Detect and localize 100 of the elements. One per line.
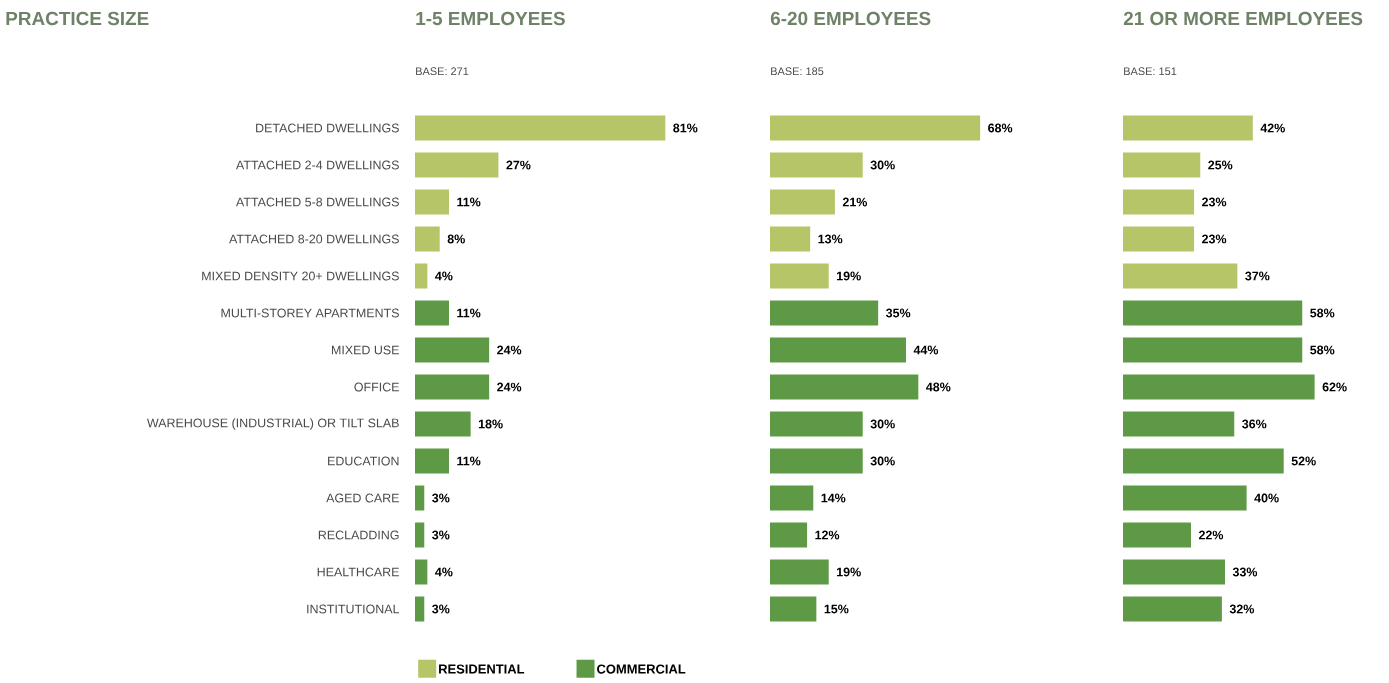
data-label: 33% — [1232, 567, 1258, 577]
data-label: 30% — [870, 419, 895, 429]
data-label: 24% — [497, 345, 522, 355]
bar — [770, 411, 863, 437]
bar — [415, 485, 425, 511]
y-tick-label: ATTACHED 2-4 DWELLINGS — [235, 160, 399, 170]
data-label: 30% — [870, 160, 895, 170]
y-tick-label: MULTI-STOREY APARTMENTS — [221, 308, 399, 318]
data-label: 21% — [842, 197, 868, 207]
bar — [1123, 411, 1235, 437]
data-label: 23% — [1202, 197, 1227, 207]
data-label: 23% — [1202, 234, 1227, 244]
chart-title: 6-20 EMPLOYEES — [770, 11, 931, 26]
y-tick-label: OFFICE — [354, 382, 399, 392]
data-label: 4% — [435, 567, 453, 577]
data-label: 18% — [478, 419, 503, 429]
data-label: 3% — [432, 493, 450, 503]
data-label: 30% — [870, 456, 895, 466]
chart-subtitle: BASE: 185 — [771, 67, 824, 76]
data-label: 11% — [457, 308, 481, 318]
bar — [415, 448, 449, 474]
bar — [770, 374, 919, 400]
bar — [415, 263, 428, 289]
bar — [1123, 522, 1191, 548]
data-label: 22% — [1198, 530, 1224, 540]
bar — [415, 226, 440, 252]
chart-title: 1-5 EMPLOYEES — [416, 11, 565, 26]
data-label: 8% — [447, 234, 465, 244]
bar — [1123, 189, 1195, 215]
data-label: 13% — [818, 234, 843, 244]
data-label: 35% — [885, 308, 911, 318]
text: PRACTICE SIZE — [6, 11, 149, 26]
data-label: 19% — [837, 271, 861, 281]
bar — [770, 189, 835, 215]
bar — [1123, 300, 1303, 326]
data-label: 44% — [913, 345, 939, 355]
y-tick-label: MIXED USE — [331, 345, 399, 355]
bar — [415, 411, 471, 437]
data-label: 24% — [497, 382, 522, 392]
bar — [415, 374, 490, 400]
bar — [415, 337, 490, 363]
bar — [415, 115, 666, 141]
data-label: 4% — [435, 271, 453, 281]
data-label: 25% — [1208, 160, 1233, 170]
bar — [770, 300, 879, 326]
bar — [770, 596, 817, 622]
y-tick-label: HEALTHCARE — [317, 567, 399, 577]
y-tick-label: WAREHOUSE (INDUSTRIAL) OR TILT SLAB — [146, 418, 399, 430]
data-label: 58% — [1310, 308, 1335, 318]
bar — [1123, 596, 1222, 622]
y-tick-label: MIXED DENSITY 20+ DWELLINGS — [202, 271, 399, 281]
bar — [415, 300, 449, 326]
bar — [415, 189, 449, 215]
legend-label: COMMERCIAL — [597, 664, 686, 674]
bar — [1123, 374, 1315, 400]
bar — [1123, 115, 1253, 141]
legend-label: RESIDENTIAL — [439, 664, 525, 674]
data-label: 11% — [457, 197, 481, 207]
bar — [770, 152, 863, 178]
bar — [1123, 337, 1303, 363]
data-label: 42% — [1260, 123, 1285, 133]
bar — [770, 485, 814, 511]
bar — [1123, 152, 1201, 178]
bar — [770, 226, 811, 252]
y-tick-label: RECLADDING — [318, 530, 399, 540]
bar — [415, 522, 425, 548]
bar — [1123, 485, 1247, 511]
y-tick-label: DETACHED DWELLINGS — [256, 123, 399, 133]
bar — [415, 152, 499, 178]
chart-subtitle: BASE: 271 — [416, 67, 469, 76]
bar — [415, 559, 428, 585]
bar — [1123, 226, 1195, 252]
data-label: 32% — [1229, 604, 1255, 614]
data-label: 19% — [837, 567, 861, 577]
chart-subtitle: BASE: 151 — [1124, 67, 1177, 76]
bar — [770, 522, 808, 548]
bar — [770, 337, 906, 363]
data-label: 3% — [432, 530, 450, 540]
data-label: 81% — [673, 123, 698, 133]
bar — [415, 596, 425, 622]
bar — [1123, 559, 1225, 585]
data-label: 37% — [1245, 271, 1270, 281]
y-tick-label: ATTACHED 5-8 DWELLINGS — [235, 197, 399, 207]
data-label: 15% — [824, 604, 849, 614]
y-tick-label: INSTITUTIONAL — [307, 604, 400, 614]
data-label: 36% — [1242, 419, 1267, 429]
y-tick-label: ATTACHED 8-20 DWELLINGS — [229, 234, 399, 244]
bar — [1123, 263, 1238, 289]
data-label: 58% — [1310, 345, 1335, 355]
bar — [1123, 448, 1284, 474]
data-label: 11% — [457, 456, 481, 466]
data-label: 52% — [1291, 456, 1316, 466]
y-tick-label: AGED CARE — [326, 493, 399, 503]
chart-title: 21 OR MORE EMPLOYEES — [1123, 11, 1363, 26]
data-label: 12% — [815, 530, 840, 540]
bar — [770, 263, 829, 289]
data-label: 3% — [432, 604, 450, 614]
data-label: 48% — [926, 382, 951, 392]
y-tick-label: EDUCATION — [328, 456, 399, 466]
data-label: 40% — [1254, 493, 1279, 503]
